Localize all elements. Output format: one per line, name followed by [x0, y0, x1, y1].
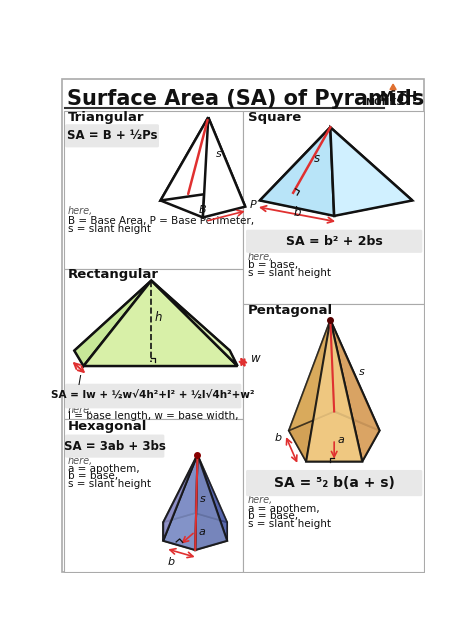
- Polygon shape: [163, 455, 198, 550]
- Text: a: a: [199, 527, 206, 538]
- Polygon shape: [83, 281, 237, 366]
- Text: Surface Area (SA) of Pyramids: Surface Area (SA) of Pyramids: [66, 89, 424, 109]
- FancyBboxPatch shape: [65, 124, 159, 147]
- Text: here,: here,: [68, 405, 93, 415]
- Polygon shape: [195, 455, 227, 522]
- Polygon shape: [289, 412, 380, 462]
- FancyBboxPatch shape: [65, 384, 241, 408]
- Text: l = base length, w = base width,: l = base length, w = base width,: [68, 411, 238, 421]
- Text: here,: here,: [68, 456, 93, 466]
- Polygon shape: [151, 281, 237, 366]
- Text: a = apothem,: a = apothem,: [68, 464, 140, 473]
- Text: here,: here,: [247, 252, 273, 261]
- Polygon shape: [161, 193, 245, 218]
- Text: s: s: [359, 367, 365, 377]
- Polygon shape: [203, 117, 245, 218]
- Text: TH: TH: [397, 90, 418, 104]
- Polygon shape: [327, 128, 412, 200]
- Text: M: M: [380, 90, 394, 104]
- Polygon shape: [390, 84, 396, 90]
- Text: l: l: [77, 375, 81, 388]
- Polygon shape: [330, 320, 380, 462]
- FancyBboxPatch shape: [246, 230, 422, 253]
- Polygon shape: [260, 128, 330, 200]
- Text: b = base,: b = base,: [68, 471, 118, 481]
- Text: b: b: [293, 206, 301, 219]
- FancyBboxPatch shape: [246, 470, 422, 496]
- Text: w: w: [251, 352, 261, 365]
- Text: a = apothem,: a = apothem,: [247, 504, 319, 513]
- Bar: [243, 111, 424, 304]
- Bar: [64, 111, 243, 269]
- Polygon shape: [330, 128, 412, 216]
- Text: Hexagonal: Hexagonal: [68, 420, 147, 433]
- Text: here,: here,: [247, 495, 273, 505]
- Text: Rectangular: Rectangular: [68, 269, 159, 281]
- Text: P: P: [250, 200, 256, 210]
- Text: s: s: [200, 495, 206, 504]
- Bar: [64, 419, 243, 572]
- Text: B: B: [199, 205, 207, 214]
- Text: Pentagonal: Pentagonal: [247, 304, 333, 317]
- Polygon shape: [161, 117, 214, 200]
- Text: MONKS: MONKS: [365, 98, 403, 107]
- Text: SA = b² + 2bs: SA = b² + 2bs: [286, 235, 383, 248]
- Text: a: a: [338, 435, 345, 445]
- Bar: [64, 269, 243, 419]
- Text: s = slant height: s = slant height: [68, 224, 151, 234]
- Polygon shape: [163, 513, 227, 550]
- Polygon shape: [161, 117, 208, 218]
- Polygon shape: [260, 185, 412, 216]
- Text: SA = 3ab + 3bs: SA = 3ab + 3bs: [64, 440, 165, 453]
- Text: Triangular: Triangular: [68, 111, 145, 124]
- Text: here,: here,: [68, 206, 93, 216]
- Text: b = base,: b = base,: [247, 260, 298, 270]
- Text: b: b: [275, 433, 282, 444]
- Text: B = Base Area, P = Base Perimeter,: B = Base Area, P = Base Perimeter,: [68, 216, 254, 225]
- Text: SA = ⁵₂ b(a + s): SA = ⁵₂ b(a + s): [273, 476, 395, 490]
- Text: s = slant height: s = slant height: [247, 268, 330, 278]
- Polygon shape: [306, 320, 362, 462]
- Text: SA = B + ½Ps: SA = B + ½Ps: [67, 129, 157, 142]
- Text: h: h: [155, 311, 162, 325]
- Polygon shape: [74, 281, 151, 366]
- Bar: [243, 304, 424, 572]
- Text: s = slant height: s = slant height: [68, 479, 151, 489]
- Polygon shape: [74, 281, 230, 350]
- FancyBboxPatch shape: [65, 435, 164, 458]
- Polygon shape: [208, 117, 245, 207]
- Polygon shape: [260, 128, 334, 216]
- Text: b = base,: b = base,: [247, 511, 298, 521]
- Polygon shape: [163, 455, 198, 522]
- Polygon shape: [195, 455, 227, 550]
- Text: s: s: [216, 149, 222, 159]
- Polygon shape: [330, 320, 380, 431]
- Text: s = slant height: s = slant height: [247, 519, 330, 529]
- Polygon shape: [289, 320, 330, 462]
- Polygon shape: [198, 455, 227, 541]
- Text: Square: Square: [247, 111, 301, 124]
- Polygon shape: [163, 455, 198, 541]
- Text: b: b: [168, 558, 175, 567]
- Text: SA = lw + ½w√4h²+l² + ½l√4h²+w²: SA = lw + ½w√4h²+l² + ½l√4h²+w²: [52, 391, 255, 401]
- Polygon shape: [74, 350, 237, 366]
- Text: s: s: [313, 151, 319, 165]
- Polygon shape: [289, 320, 334, 431]
